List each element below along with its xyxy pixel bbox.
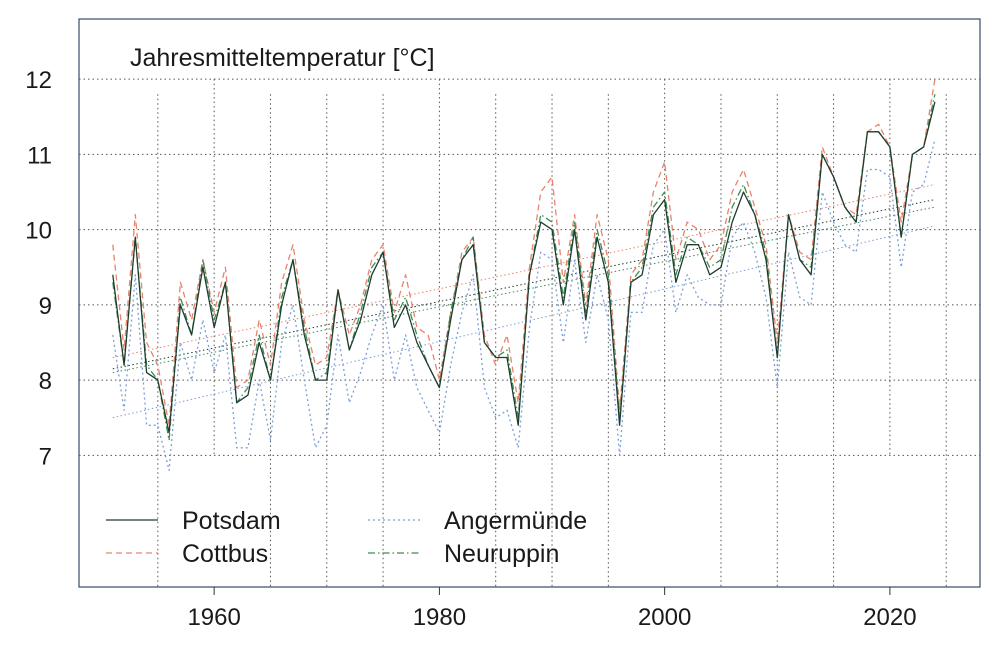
y-tick-label: 12	[25, 67, 52, 94]
grid-lines	[79, 78, 980, 587]
legend: Potsdam Cottbus Angermünde Neuruppin	[106, 507, 587, 568]
x-tick-label: 2000	[638, 604, 691, 631]
chart-title: Jahresmitteltemperatur [°C]	[130, 44, 435, 72]
plot-frame	[78, 18, 981, 588]
y-tick-label: 8	[39, 368, 52, 395]
series-line	[112, 101, 936, 434]
x-tick-label: 1980	[413, 604, 466, 631]
trend-line	[112, 184, 936, 359]
x-tick-label: 2020	[863, 604, 916, 631]
trend-lines	[112, 184, 936, 419]
y-tick-label: 10	[25, 218, 52, 245]
x-tick-label: 1960	[187, 604, 240, 631]
legend-label: Neuruppin	[444, 540, 559, 568]
legend-label: Angermünde	[444, 507, 587, 535]
series-line	[112, 79, 936, 426]
axis-ticks: 7 8 9 10 11 12 1960 1980 2000 2020	[25, 67, 916, 631]
series-line	[112, 139, 936, 472]
y-tick-label: 7	[39, 443, 52, 470]
y-tick-label: 11	[27, 142, 52, 169]
legend-label: Cottbus	[182, 540, 268, 568]
series-lines	[112, 79, 936, 472]
y-tick-label: 9	[39, 293, 52, 320]
legend-label: Potsdam	[182, 507, 281, 535]
